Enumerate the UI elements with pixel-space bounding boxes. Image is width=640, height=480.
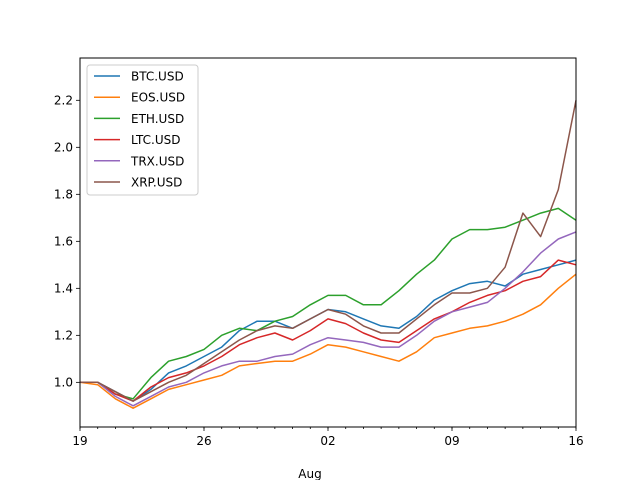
series-line-eth-usd	[80, 207, 577, 400]
y-axis: 1.0 1.2 1.4 1.6 1.8 2.0 2.2	[54, 93, 80, 389]
series-line-eos-usd	[79, 273, 577, 409]
y-tick-label: 1.4	[54, 281, 73, 295]
legend: BTC.USD EOS.USD ETH.USD LTC.USD TRX.USD XRP.U…	[86, 64, 199, 196]
series-line-btc-usd	[80, 259, 577, 402]
series-line-ltc-usd	[80, 259, 577, 402]
x-tick-label: 16	[568, 434, 583, 448]
y-tick-label: 1.8	[54, 187, 73, 201]
series-lines	[79, 100, 577, 409]
x-axis-label: Aug	[298, 467, 321, 480]
legend-label: ETH.USD	[131, 112, 184, 126]
x-tick-label: 02	[320, 434, 335, 448]
series-line-trx-usd	[80, 231, 577, 407]
y-tick-label: 1.2	[54, 328, 73, 342]
legend-label: EOS.USD	[131, 91, 185, 105]
x-tick-label: 26	[196, 434, 211, 448]
legend-label: LTC.USD	[131, 133, 181, 147]
x-tick-label: 19	[72, 434, 87, 448]
y-tick-label: 1.0	[54, 375, 73, 389]
y-tick-label: 1.6	[54, 234, 73, 248]
x-axis: 19 26 02 09 16	[72, 427, 584, 448]
legend-label: TRX.USD	[130, 154, 184, 168]
legend-label: XRP.USD	[131, 176, 182, 190]
series-line-xrp-usd	[80, 100, 577, 402]
x-tick-label: 09	[444, 434, 459, 448]
y-tick-label: 2.0	[54, 140, 73, 154]
legend-label: BTC.USD	[131, 70, 184, 84]
y-tick-label: 2.2	[54, 93, 73, 107]
